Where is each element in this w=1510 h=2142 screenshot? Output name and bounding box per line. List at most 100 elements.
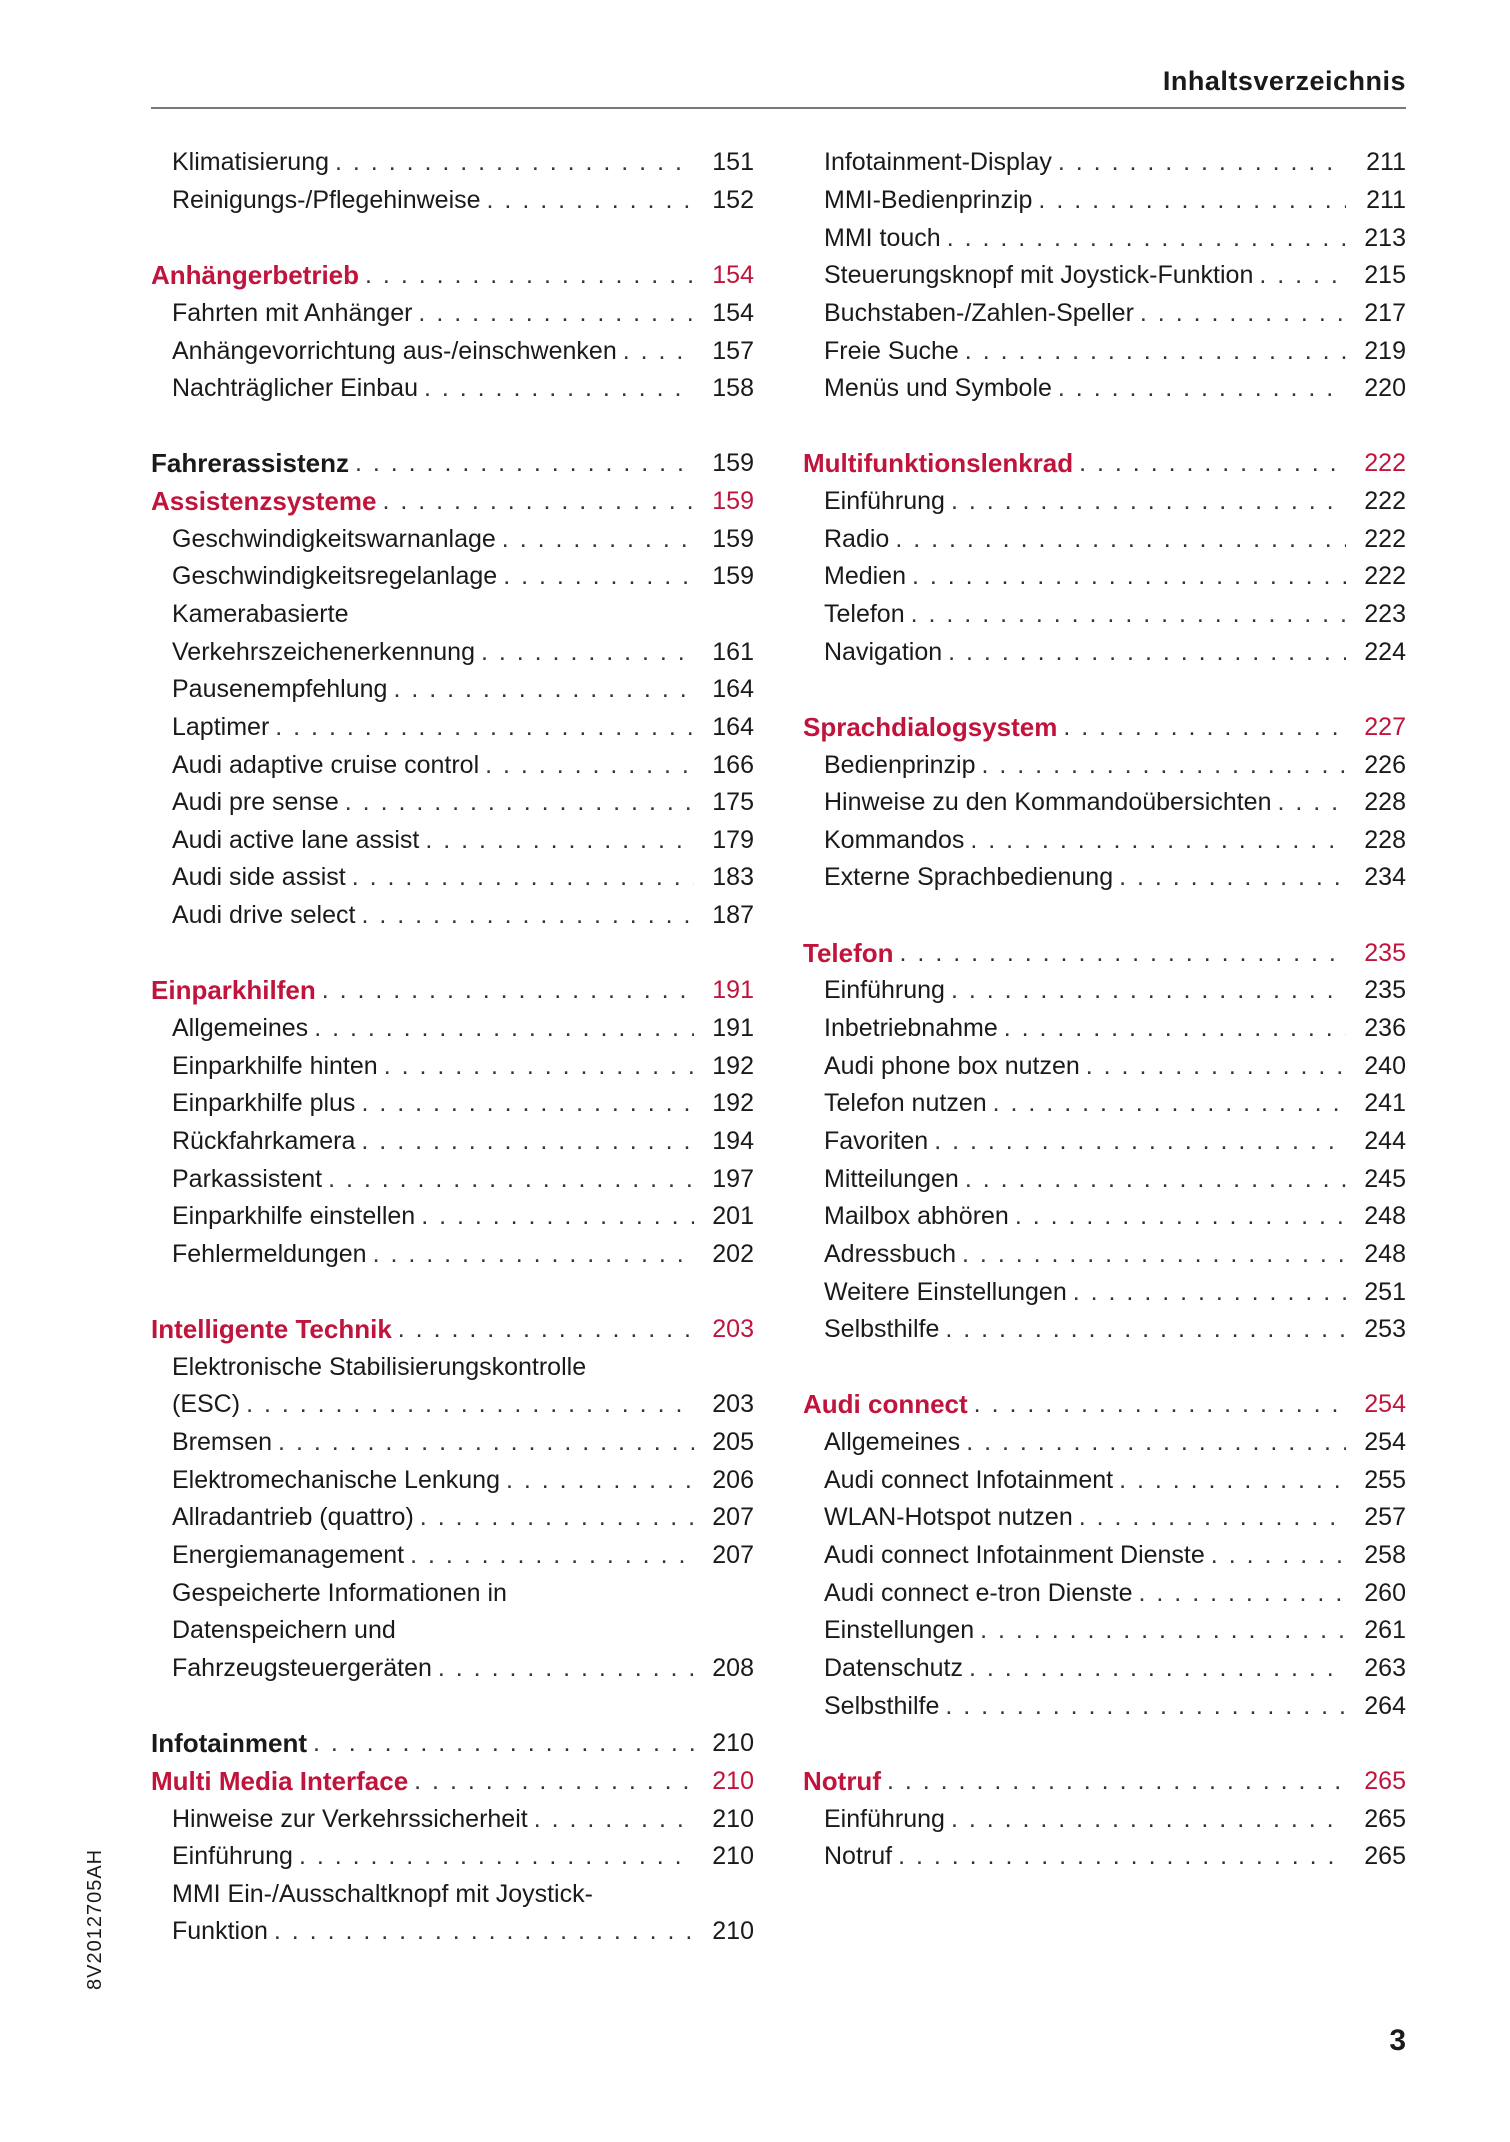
toc-entry[interactable]: (ESC) 203 [151, 1386, 754, 1424]
toc-entry[interactable]: Inbetriebnahme 236 [803, 1010, 1406, 1048]
toc-section-heading[interactable]: Anhängerbetrieb 154 [151, 257, 754, 295]
toc-entry[interactable]: Externe Sprachbedienung 234 [803, 859, 1406, 897]
toc-entry[interactable]: Einführung 222 [803, 483, 1406, 521]
toc-entry[interactable]: Mitteilungen 245 [803, 1160, 1406, 1198]
toc-entry[interactable]: Parkassistent 197 [151, 1160, 754, 1198]
toc-entry[interactable]: Einparkhilfe hinten 192 [151, 1047, 754, 1085]
toc-entry-page: 191 [712, 1014, 754, 1043]
toc-entry[interactable]: Audi pre sense 175 [151, 784, 754, 822]
toc-entry[interactable]: Hinweise zu den Kommandoübersichten 228 [803, 784, 1406, 822]
toc-entry[interactable]: Geschwindigkeitswarnanlage 159 [151, 520, 754, 558]
toc-section-heading[interactable]: Multi Media Interface 210 [151, 1763, 754, 1801]
toc-entry[interactable]: Audi connect e-tron Dienste 260 [803, 1574, 1406, 1612]
toc-entry[interactable]: Adressbuch 248 [803, 1236, 1406, 1274]
toc-entry[interactable]: Telefon nutzen 241 [803, 1085, 1406, 1123]
toc-entry-title: Menüs und Symbole [824, 374, 1052, 403]
toc-entry[interactable]: Radio 222 [803, 520, 1406, 558]
toc-entry[interactable]: Kamerabasierte [151, 596, 754, 634]
toc-entry[interactable]: Menüs und Symbole 220 [803, 370, 1406, 408]
toc-entry[interactable]: Bremsen 205 [151, 1424, 754, 1462]
dot-leader [361, 1127, 694, 1156]
toc-entry[interactable]: Nachträglicher Einbau 158 [151, 370, 754, 408]
toc-entry[interactable]: MMI-Bedienprinzip 211 [803, 182, 1406, 220]
toc-entry[interactable]: Medien 222 [803, 558, 1406, 596]
toc-section-heading[interactable]: Einparkhilfen 191 [151, 972, 754, 1010]
toc-entry[interactable]: Einparkhilfe plus 192 [151, 1085, 754, 1123]
toc-entry[interactable]: Elektronische Stabilisierungskontrolle [151, 1349, 754, 1387]
toc-entry[interactable]: Mailbox abhören 248 [803, 1198, 1406, 1236]
toc-entry[interactable]: Audi active lane assist 179 [151, 822, 754, 860]
toc-entry[interactable]: Laptimer 164 [151, 709, 754, 747]
toc-entry[interactable]: Bedienprinzip 226 [803, 746, 1406, 784]
toc-entry[interactable]: MMI Ein-/Ausschaltknopf mit Joystick- [151, 1875, 754, 1913]
toc-entry[interactable]: Einführung 235 [803, 972, 1406, 1010]
toc-entry[interactable]: Fehlermeldungen 202 [151, 1236, 754, 1274]
toc-entry-title: Bremsen [172, 1428, 273, 1457]
toc-entry[interactable]: Pausenempfehlung 164 [151, 671, 754, 709]
toc-entry-page: 220 [1364, 374, 1406, 403]
toc-entry[interactable]: Freie Suche 219 [803, 332, 1406, 370]
toc-section-heading[interactable]: Infotainment 210 [151, 1725, 754, 1763]
toc-entry[interactable]: Selbsthilfe 253 [803, 1311, 1406, 1349]
toc-entry[interactable]: Kommandos 228 [803, 822, 1406, 860]
toc-entry[interactable]: Hinweise zur Verkehrssicherheit 210 [151, 1800, 754, 1838]
toc-entry[interactable]: Favoriten 244 [803, 1123, 1406, 1161]
toc-entry[interactable]: Weitere Einstellungen 251 [803, 1273, 1406, 1311]
toc-entry[interactable]: Telefon 223 [803, 596, 1406, 634]
toc-entry[interactable]: WLAN-Hotspot nutzen 257 [803, 1499, 1406, 1537]
toc-entry[interactable]: Datenschutz 263 [803, 1650, 1406, 1688]
toc-entry-page: 219 [1364, 336, 1406, 365]
toc-entry[interactable]: Einführung 210 [151, 1838, 754, 1876]
dot-leader [974, 1390, 1346, 1419]
toc-entry[interactable]: Audi connect Infotainment 255 [803, 1461, 1406, 1499]
toc-entry[interactable]: Navigation 224 [803, 633, 1406, 671]
toc-entry[interactable]: Einführung 265 [803, 1800, 1406, 1838]
toc-entry[interactable]: Anhängevorrichtung aus-/einschwenken 157 [151, 332, 754, 370]
toc-entry[interactable]: Verkehrszeichenerkennung 161 [151, 633, 754, 671]
toc-entry[interactable]: Fahrten mit Anhänger 154 [151, 295, 754, 333]
toc-entry-page: 258 [1364, 1541, 1406, 1570]
toc-entry-page: 154 [712, 298, 754, 327]
toc-entry[interactable]: Allgemeines 191 [151, 1010, 754, 1048]
toc-entry[interactable]: Audi side assist 183 [151, 859, 754, 897]
toc-entry-page: 254 [1364, 1390, 1406, 1419]
toc-section-heading[interactable]: Notruf 265 [803, 1763, 1406, 1801]
toc-entry[interactable]: Einstellungen 261 [803, 1612, 1406, 1650]
toc-entry[interactable]: Audi adaptive cruise control 166 [151, 746, 754, 784]
toc-entry-title: Assistenzsysteme [151, 486, 377, 517]
toc-section-heading[interactable]: Assistenzsysteme 159 [151, 483, 754, 521]
dot-leader [382, 487, 694, 516]
toc-entry[interactable]: Gespeicherte Informationen in [151, 1574, 754, 1612]
toc-section-heading[interactable]: Multifunktionslenkrad 222 [803, 445, 1406, 483]
toc-entry[interactable]: Audi drive select 187 [151, 897, 754, 935]
toc-entry[interactable]: Infotainment-Display 211 [803, 144, 1406, 182]
toc-entry[interactable]: Fahrzeugsteuergeräten 208 [151, 1650, 754, 1688]
toc-entry[interactable]: Geschwindigkeitsregelanlage 159 [151, 558, 754, 596]
toc-entry[interactable]: Audi phone box nutzen 240 [803, 1047, 1406, 1085]
toc-entry[interactable]: Rückfahrkamera 194 [151, 1123, 754, 1161]
toc-entry[interactable]: Klimatisierung 151 [151, 144, 754, 182]
toc-entry-title: Hinweise zur Verkehrssicherheit [172, 1804, 528, 1833]
toc-entry[interactable]: Steuerungsknopf mit Joystick-Funktion 215 [803, 257, 1406, 295]
toc-entry[interactable]: Audi connect Infotainment Dienste 258 [803, 1537, 1406, 1575]
section-gap [803, 1349, 1406, 1387]
toc-section-heading[interactable]: Telefon 235 [803, 934, 1406, 972]
toc-entry[interactable]: Funktion 210 [151, 1913, 754, 1951]
toc-section-heading[interactable]: Audi connect 254 [803, 1386, 1406, 1424]
toc-entry[interactable]: Selbsthilfe 264 [803, 1687, 1406, 1725]
toc-entry-title: Audi side assist [172, 863, 346, 892]
toc-entry[interactable]: Einparkhilfe einstellen 201 [151, 1198, 754, 1236]
toc-entry[interactable]: Datenspeichern und [151, 1612, 754, 1650]
toc-entry[interactable]: MMI touch 213 [803, 219, 1406, 257]
toc-section-heading[interactable]: Intelligente Technik 203 [151, 1311, 754, 1349]
toc-entry[interactable]: Allradantrieb (quattro) 207 [151, 1499, 754, 1537]
toc-entry[interactable]: Notruf 265 [803, 1838, 1406, 1876]
toc-entry[interactable]: Allgemeines 254 [803, 1424, 1406, 1462]
toc-entry[interactable]: Reinigungs-/Pflegehinweise 152 [151, 182, 754, 220]
dot-leader [1058, 148, 1346, 177]
toc-section-heading[interactable]: Fahrerassistenz 159 [151, 445, 754, 483]
toc-entry[interactable]: Buchstaben-/Zahlen-Speller 217 [803, 295, 1406, 333]
toc-entry[interactable]: Elektromechanische Lenkung 206 [151, 1461, 754, 1499]
toc-section-heading[interactable]: Sprachdialogsystem 227 [803, 709, 1406, 747]
toc-entry[interactable]: Energiemanagement 207 [151, 1537, 754, 1575]
